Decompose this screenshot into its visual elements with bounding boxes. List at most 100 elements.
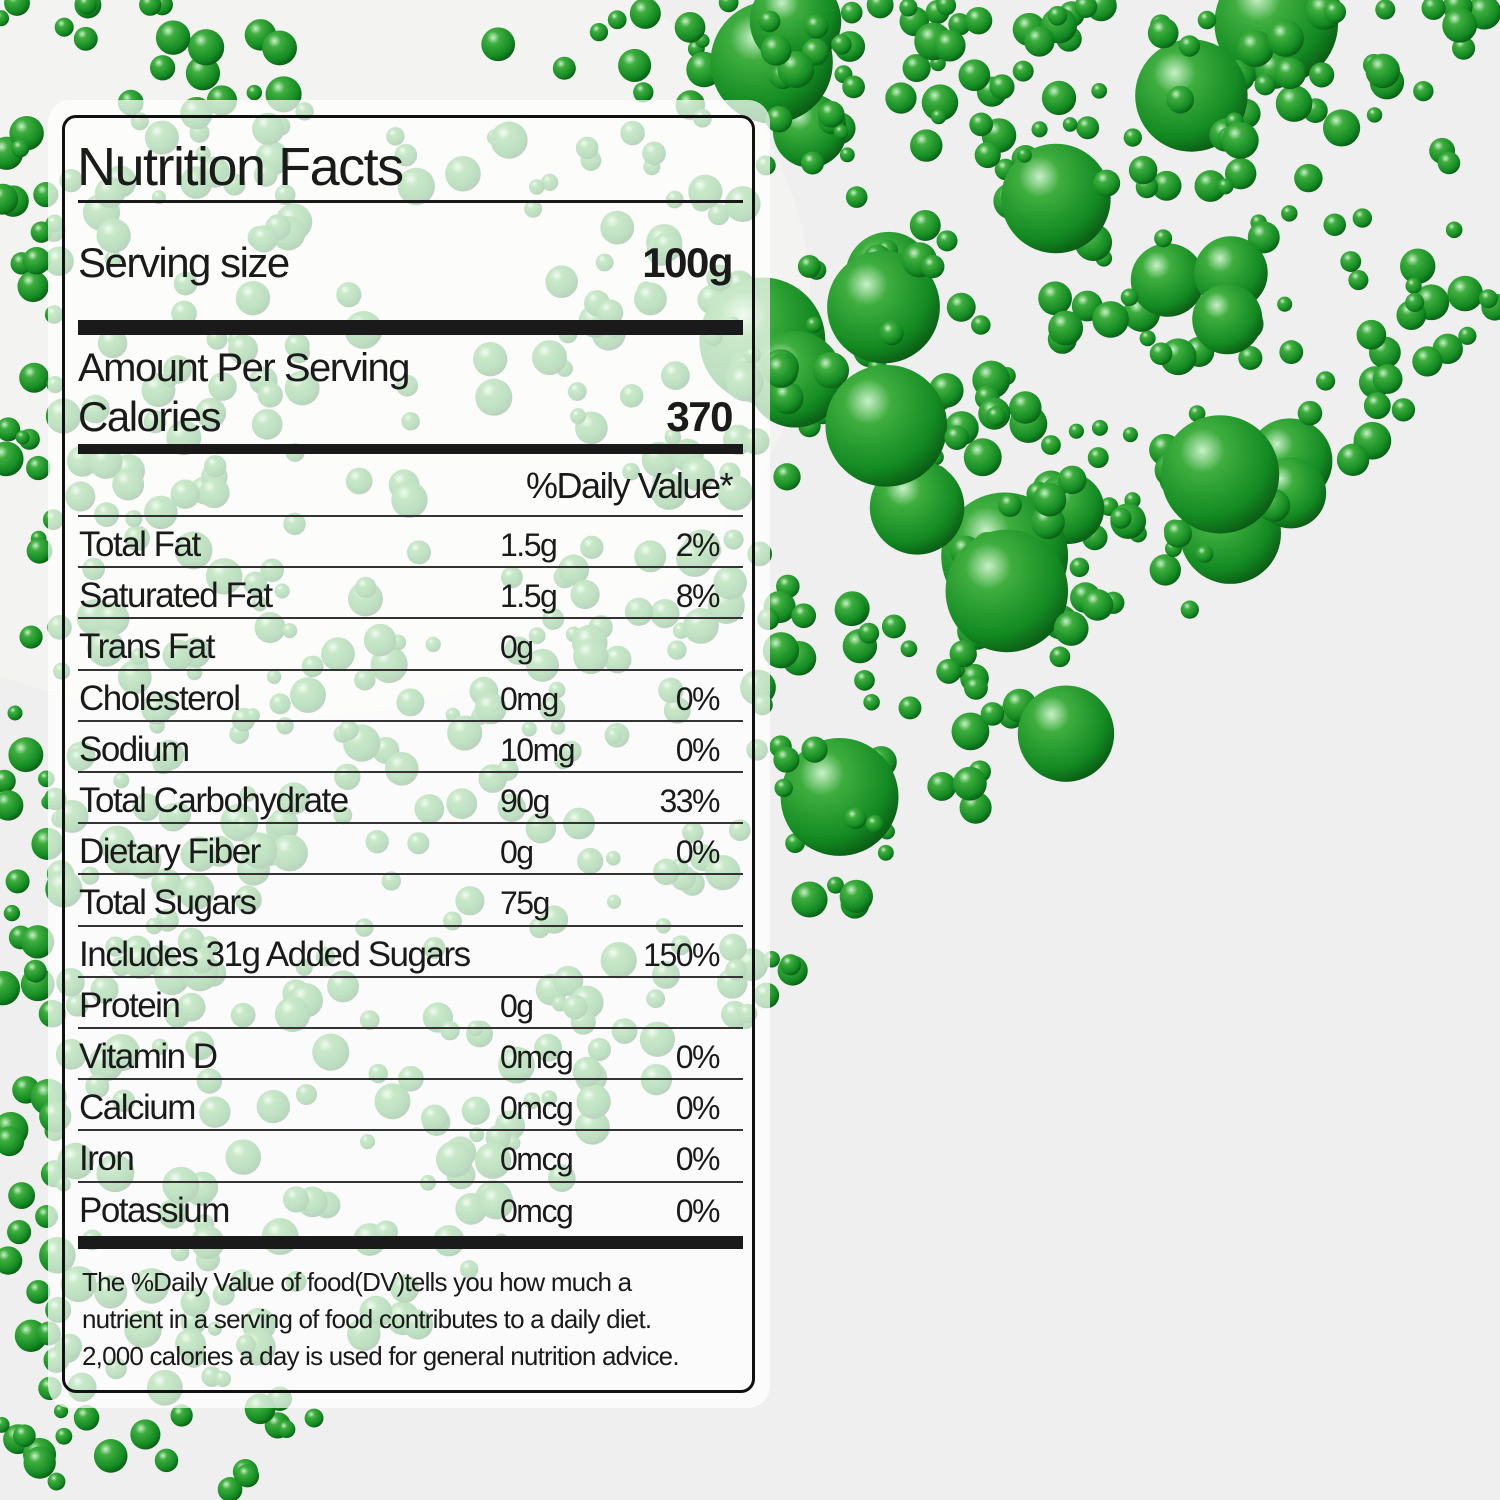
nutrient-amount: 10mg xyxy=(500,731,576,768)
sprinkle xyxy=(944,425,969,450)
sprinkle xyxy=(53,1404,69,1419)
sprinkle xyxy=(1442,7,1478,43)
sprinkle xyxy=(840,1,863,24)
daily-value: 2% xyxy=(675,527,721,563)
sprinkle xyxy=(773,746,800,773)
daily-value-header: %Daily Value* xyxy=(526,465,733,506)
row-divider xyxy=(78,668,743,671)
sprinkle xyxy=(170,1404,193,1427)
sprinkle xyxy=(4,0,30,16)
sprinkle xyxy=(304,1408,324,1428)
sprinkle xyxy=(1421,0,1446,21)
sprinkle xyxy=(1074,0,1098,19)
sprinkle xyxy=(155,20,191,55)
sprinkle xyxy=(986,406,1006,427)
sprinkle xyxy=(1093,169,1121,197)
sprinkle xyxy=(1221,121,1259,159)
sprinkle xyxy=(1041,80,1077,116)
sprinkle xyxy=(909,209,941,241)
sprinkle xyxy=(1049,646,1071,668)
sprinkle xyxy=(1031,121,1048,138)
sprinkle xyxy=(1336,443,1370,477)
sprinkle xyxy=(958,59,991,92)
sprinkle xyxy=(827,876,844,894)
sprinkle xyxy=(899,0,918,17)
sprinkle xyxy=(1375,0,1396,20)
sprinkle xyxy=(1274,57,1306,90)
amount-per-serving: Amount Per Serving xyxy=(78,346,410,390)
sprinkle xyxy=(1053,611,1089,646)
sprinkle xyxy=(1151,170,1182,201)
sprinkle xyxy=(1445,221,1463,239)
row-divider xyxy=(78,771,743,773)
sprinkle xyxy=(936,0,957,16)
sprinkle xyxy=(1447,275,1483,312)
row-divider xyxy=(78,1180,743,1183)
sprinkle xyxy=(833,124,849,140)
sprinkle xyxy=(8,737,44,773)
row-divider xyxy=(78,975,743,978)
sprinkle xyxy=(235,1464,260,1488)
sprinkle xyxy=(1247,221,1280,254)
daily-value: 33% xyxy=(659,783,720,819)
sprinkle xyxy=(812,352,850,389)
sprinkle xyxy=(139,0,162,16)
sprinkle xyxy=(865,815,884,833)
nutrient-name: Potassium xyxy=(79,1190,230,1230)
nutrient-name: Calcium xyxy=(79,1088,196,1128)
nutrition-label: Nutrition Facts Serving size 100g Amount… xyxy=(62,115,755,1393)
sprinkle xyxy=(1160,415,1280,534)
sprinkle xyxy=(921,84,959,121)
sprinkle xyxy=(1224,157,1257,190)
sprinkle xyxy=(73,26,98,51)
sprinkle xyxy=(863,693,880,711)
sprinkle xyxy=(1081,589,1114,621)
sprinkle xyxy=(22,246,51,275)
sprinkle xyxy=(589,23,609,42)
sprinkle xyxy=(1277,296,1293,312)
sprinkle xyxy=(1048,310,1084,346)
sprinkle xyxy=(902,53,931,83)
nutrient-amount: 0mcg xyxy=(500,1090,574,1127)
sprinkle xyxy=(26,1280,51,1304)
sprinkle xyxy=(1405,277,1422,294)
sprinkle xyxy=(262,30,297,66)
sprinkle xyxy=(607,10,627,30)
sprinkle xyxy=(971,315,991,335)
sprinkle xyxy=(927,772,957,801)
sprinkle xyxy=(1128,155,1158,185)
sprinkle xyxy=(1275,85,1313,122)
daily-value: 150% xyxy=(643,936,720,973)
sprinkle xyxy=(762,632,800,669)
nutrient-name: Total Carbohydrate xyxy=(79,781,349,820)
sprinkle xyxy=(1437,151,1461,175)
sprinkle xyxy=(552,56,576,80)
sprinkle xyxy=(758,10,781,33)
sprinkle xyxy=(760,34,792,66)
sprinkle xyxy=(1164,519,1193,548)
sprinkle xyxy=(481,27,516,62)
sprinkle xyxy=(0,769,16,793)
daily-value: 0% xyxy=(675,1141,721,1178)
nutrient-name: Total Sugars xyxy=(79,883,257,923)
sprinkle xyxy=(8,1182,36,1209)
sprinkle xyxy=(93,1439,128,1473)
sprinkle xyxy=(54,17,74,37)
sprinkle xyxy=(989,74,1015,100)
row-divider xyxy=(78,1129,743,1132)
sprinkle xyxy=(19,362,50,393)
sprinkle xyxy=(1279,340,1304,364)
sprinkle xyxy=(974,141,1001,169)
sprinkle xyxy=(1087,447,1109,469)
calories-label: Calories xyxy=(78,393,222,440)
sprinkle xyxy=(1110,507,1132,529)
sprinkle xyxy=(963,675,988,700)
sprinkle xyxy=(1091,82,1108,99)
sprinkle xyxy=(154,1448,179,1473)
sprinkle xyxy=(1363,392,1391,420)
sprinkle xyxy=(15,430,30,445)
sprinkle xyxy=(1062,117,1078,132)
nutrient-name: Vitamin D xyxy=(79,1037,218,1076)
sprinkle xyxy=(0,441,24,477)
sprinkle xyxy=(1009,391,1042,424)
